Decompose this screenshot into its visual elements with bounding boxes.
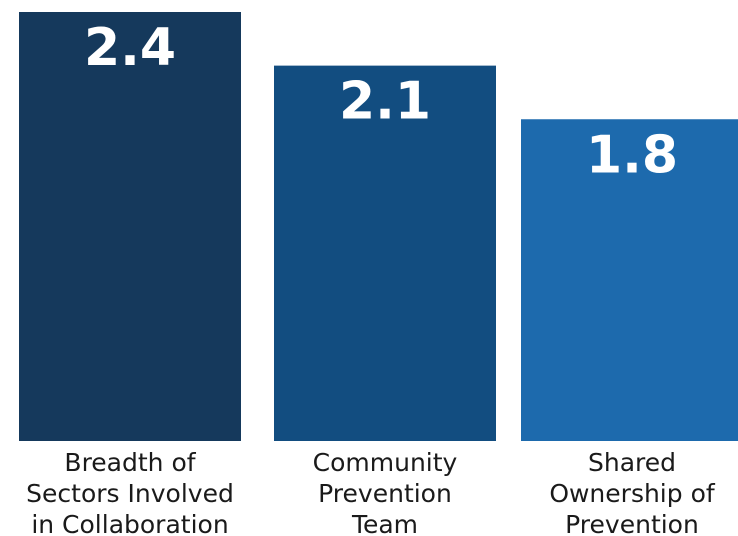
bar-3	[521, 119, 738, 441]
bar-1	[19, 12, 241, 441]
category-label-line: Ownership of	[549, 479, 716, 508]
category-label-line: in Collaboration	[31, 510, 228, 536]
bar-value-label-1: 2.4	[84, 18, 176, 78]
category-label-3: Shared Ownership of Prevention	[549, 448, 716, 536]
bar-2	[274, 65, 496, 441]
category-label-line: Sectors Involved	[26, 479, 234, 508]
category-label-line: Community	[313, 448, 458, 477]
category-label-1: Breadth of Sectors Involved in Collaborati…	[26, 448, 234, 536]
category-label-line: Team	[351, 510, 418, 536]
bar-value-label-2: 2.1	[339, 72, 431, 132]
bar-value-label-3: 1.8	[586, 125, 678, 185]
bars-group	[19, 12, 738, 441]
category-label-2: Community Prevention Team	[313, 448, 458, 536]
category-label-line: Shared	[588, 448, 676, 477]
category-labels-group: Breadth of Sectors Involved in Collaborati…	[26, 448, 716, 536]
category-label-line: Prevention	[565, 510, 699, 536]
category-label-line: Prevention	[318, 479, 452, 508]
category-label-line: Breadth of	[64, 448, 196, 477]
value-labels-group: 2.4 2.1 1.8	[84, 18, 678, 185]
